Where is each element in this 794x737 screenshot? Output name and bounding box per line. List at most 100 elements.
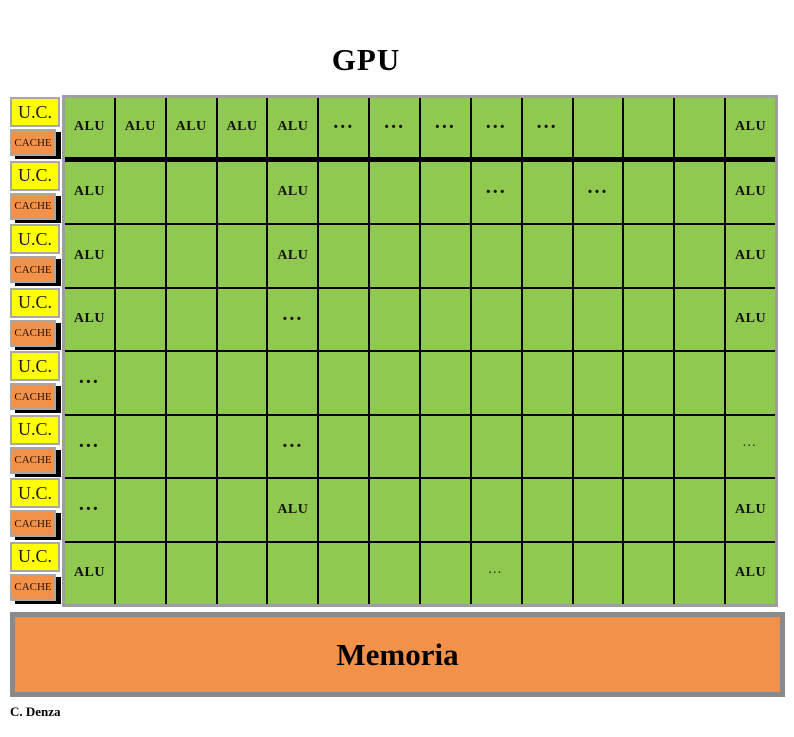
empty-alu-cell [268,352,318,414]
empty-alu-cell [115,479,165,541]
empty-alu-cell [421,288,470,350]
ellipsis-cell: ... [370,98,419,160]
control-unit-block: U.C. [10,160,60,191]
empty-alu-cell [370,415,419,477]
empty-alu-cell [624,479,674,541]
ellipsis-label: ... [333,110,355,133]
alu-cell-label: ALU [277,501,309,517]
controller-pair: U.C. CACHE [10,414,64,476]
empty-alu-cell [573,225,623,287]
ellipsis-cell: ... [471,161,521,223]
empty-alu-cell [268,542,318,604]
control-unit-block: U.C. [10,541,60,572]
ellipsis-label: ... [78,493,100,516]
empty-alu-cell [319,542,369,604]
ellipsis-cell: ... [65,352,114,414]
control-unit-block: U.C. [10,478,60,508]
ellipsis-label: ... [384,110,406,133]
empty-alu-cell [573,352,623,414]
alu-cell-label: ALU [73,247,105,263]
empty-alu-cell [115,288,165,350]
ellipsis-light-label: … [742,435,760,451]
control-unit-block: U.C. [10,351,60,381]
empty-alu-cell [217,288,267,350]
ellipsis-cell: ... [65,415,114,477]
empty-alu-cell [624,415,674,477]
empty-alu-cell [522,288,572,350]
empty-alu-cell [471,479,521,541]
controller-pair: U.C. CACHE [10,160,64,222]
alu-cell-label: ALU [735,119,767,135]
empty-alu-cell [217,542,267,604]
empty-alu-cell [421,225,470,287]
empty-alu-cell [217,225,267,287]
ellipsis-cell: ... [573,161,623,223]
alu-cell: ALU [268,161,318,223]
empty-alu-cell [319,479,369,541]
empty-alu-cell [319,161,369,223]
empty-alu-cell [675,542,725,604]
ellipsis-cell: ... [471,98,521,160]
empty-alu-cell [573,542,623,604]
ellipsis-label: ... [536,110,558,133]
empty-alu-cell [166,479,216,541]
empty-alu-cell [370,161,419,223]
empty-alu-cell [624,352,674,414]
ellipsis-label: ... [78,429,100,452]
alu-cell-label: ALU [73,119,105,135]
empty-alu-cell [573,288,623,350]
cache-block: CACHE [10,256,56,283]
empty-alu-cell [115,161,165,223]
control-unit-block: U.C. [10,414,60,445]
alu-cell-label: ALU [226,119,258,135]
alu-cell: ALU [65,542,114,604]
empty-alu-cell [115,352,165,414]
author-caption: C. Denza [10,704,61,719]
empty-alu-cell [421,479,470,541]
alu-cell: ALU [726,479,775,541]
empty-alu-cell [522,225,572,287]
empty-alu-cell [624,98,674,160]
ellipsis-cell: ... [268,288,318,350]
empty-alu-cell [675,415,725,477]
cache-block: CACHE [10,383,56,410]
empty-alu-cell [166,415,216,477]
alu-cell-label: ALU [124,119,156,135]
diagram-title: GPU [331,42,401,77]
alu-cell: ALU [166,98,216,160]
ellipsis-cell: ... [65,479,114,541]
empty-alu-cell [370,542,419,604]
controller-pair: U.C. CACHE [10,477,64,539]
empty-alu-cell [421,352,470,414]
empty-alu-cell [675,479,725,541]
cache-block: CACHE [10,573,56,601]
ellipsis-label: ... [282,429,304,452]
empty-alu-cell [726,352,775,414]
empty-alu-cell [319,225,369,287]
empty-alu-cell [573,98,623,160]
alu-cell: ALU [115,98,165,160]
cache-block: CACHE [10,510,56,537]
memory-label: Memoria [336,636,459,672]
controller-pair: U.C. CACHE [10,287,64,349]
empty-alu-cell [675,225,725,287]
controller-pair: U.C. CACHE [10,350,64,412]
alu-cell-label: ALU [73,184,105,200]
alu-cell-label: ALU [277,119,309,135]
empty-alu-cell [166,161,216,223]
control-unit-block: U.C. [10,287,60,318]
alu-cell: ALU [217,98,267,160]
empty-alu-cell [370,479,419,541]
alu-cell: ALU [65,288,114,350]
empty-alu-cell [370,288,419,350]
ellipsis-light-cell: … [726,415,775,477]
alu-cell-label: ALU [175,119,207,135]
control-unit-block: U.C. [10,224,60,254]
cache-block: CACHE [10,192,56,220]
ellipsis-cell: ... [522,98,572,160]
cache-block: CACHE [10,446,56,474]
empty-alu-cell [115,415,165,477]
alu-cell-label: ALU [735,247,767,263]
alu-cell: ALU [268,98,318,160]
alu-cell: ALU [65,98,114,160]
